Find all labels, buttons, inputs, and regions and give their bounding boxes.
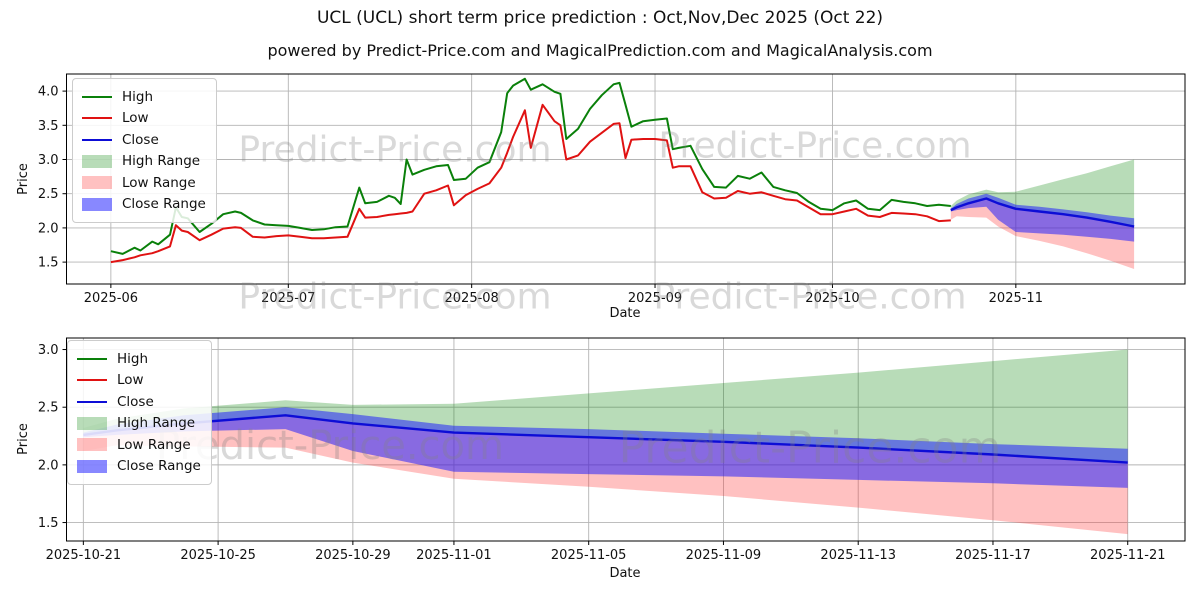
low-line (110, 103, 951, 264)
x-tick-label: 2025-11 (989, 291, 1043, 306)
x-tick-label: 2025-09 (628, 291, 682, 306)
legend-item: High Range (82, 151, 206, 173)
legend-item: Low (82, 108, 206, 130)
figure-title: UCL (UCL) short term price prediction : … (316, 8, 884, 28)
y-tick-label: 1.5 (38, 516, 59, 531)
y-tick-label: 1.5 (38, 256, 59, 271)
legend-item: High (77, 348, 201, 370)
legend-patch-swatch (82, 176, 112, 190)
legend-patch-swatch (82, 154, 112, 168)
legend-item: Low (77, 370, 201, 392)
close-range-band (83, 407, 1128, 488)
y-tick-label: 2.0 (38, 458, 59, 473)
legend-line-swatch (77, 357, 107, 360)
legend-item: Close (82, 129, 206, 151)
legend-item: High (82, 86, 206, 108)
x-tick-label: 2025-10-21 (46, 548, 122, 563)
legend-label: Low (117, 372, 144, 389)
legend-label: High (117, 350, 149, 367)
top-chart-ylabel: Price (16, 163, 31, 195)
legend-patch-swatch (77, 438, 107, 452)
y-tick-label: 4.0 (38, 85, 59, 100)
legend-item: Close Range (82, 194, 206, 216)
high-line (110, 77, 951, 255)
x-tick-label: 2025-11-21 (1090, 548, 1166, 563)
close-range-band (950, 193, 1135, 242)
legend-item: Close (77, 391, 201, 413)
legend-label: Low Range (122, 174, 196, 191)
bottom-chart-xlabel: Date (609, 566, 641, 581)
high-range-band (83, 349, 1128, 463)
x-tick-label: 2025-10 (805, 291, 859, 306)
legend-patch-swatch (77, 416, 107, 430)
bottom-spines (66, 337, 1186, 542)
y-tick-label: 3.5 (38, 119, 59, 134)
close-line (950, 197, 1135, 228)
x-tick-label: 2025-11-09 (686, 548, 762, 563)
legend-item: Close Range (77, 456, 201, 478)
legend-line-swatch (82, 95, 112, 98)
legend-patch-swatch (82, 197, 112, 211)
legend-label: High (122, 88, 154, 105)
x-tick-label: 2025-07 (261, 291, 315, 306)
top-chart-xlabel: Date (609, 306, 641, 321)
top-spines (66, 73, 1186, 285)
legend-line-swatch (77, 400, 107, 403)
y-tick-label: 2.0 (38, 221, 59, 236)
y-tick-label: 3.0 (38, 153, 59, 168)
legend-label: High Range (122, 153, 201, 170)
x-tick-label: 2025-08 (445, 291, 499, 306)
bottom-chart-ylabel: Price (16, 423, 31, 455)
legend-label: Close (117, 393, 154, 410)
y-tick-label: 3.0 (38, 343, 59, 358)
legend-item: High Range (77, 413, 201, 435)
x-tick-label: 2025-11-05 (551, 548, 627, 563)
top-chart-legend: High Low Close High Range Low Range Close Ran… (72, 78, 217, 223)
figure-subtitle: powered by Predict-Price.com and Magical… (267, 41, 933, 60)
legend-item: Low Range (77, 434, 201, 456)
x-tick-label: 2025-11-01 (416, 548, 492, 563)
high-range-band (950, 159, 1135, 227)
bottom-chart-legend: High Low Close High Range Low Range Close Ran… (67, 340, 212, 485)
y-tick-label: 2.5 (38, 187, 59, 202)
legend-label: Close (122, 131, 159, 148)
legend-label: Low (122, 110, 149, 127)
legend-line-swatch (82, 138, 112, 141)
legend-label: High Range (117, 415, 196, 432)
legend-label: Close Range (122, 196, 206, 213)
legend-line-swatch (77, 379, 107, 382)
legend-label: Close Range (117, 458, 201, 475)
x-tick-label: 2025-06 (84, 291, 138, 306)
x-tick-label: 2025-11-17 (955, 548, 1031, 563)
x-tick-label: 2025-10-29 (315, 548, 391, 563)
y-tick-label: 2.5 (38, 401, 59, 416)
x-tick-label: 2025-11-13 (820, 548, 896, 563)
legend-label: Low Range (117, 436, 191, 453)
x-tick-label: 2025-10-25 (180, 548, 256, 563)
legend-patch-swatch (77, 459, 107, 473)
legend-item: Low Range (82, 172, 206, 194)
legend-line-swatch (82, 117, 112, 120)
